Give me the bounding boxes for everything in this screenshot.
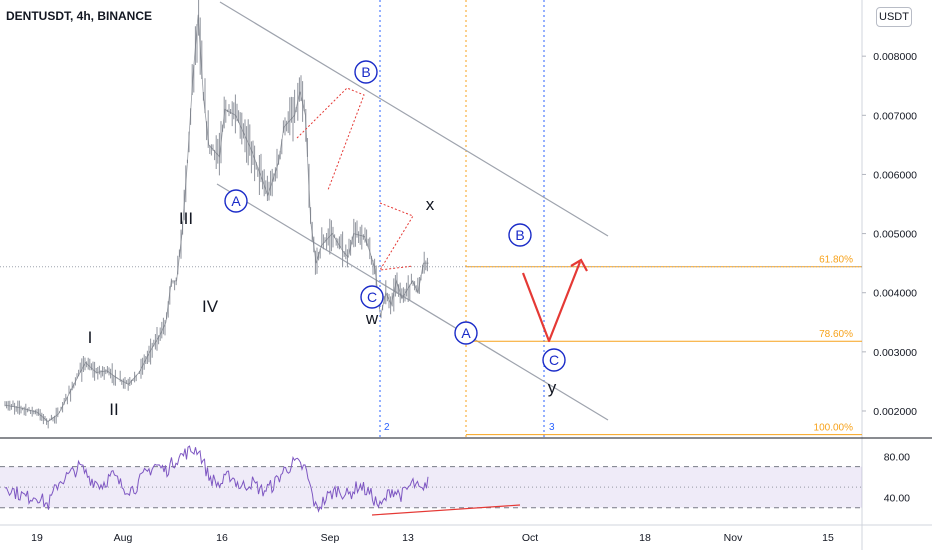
fib-level-label: 100.00% <box>814 423 854 434</box>
wave-label-IV: IV <box>202 297 219 316</box>
wave-circle-B-1 <box>354 60 378 84</box>
price-axis-tick-label: 0.005000 <box>873 229 917 241</box>
rsi-axis-tick-label: 40.00 <box>884 492 910 504</box>
time-axis-tick-label: Nov <box>724 532 743 544</box>
price-axis-tick-label: 0.007000 <box>873 110 917 122</box>
wave-label-y: y <box>548 378 557 397</box>
wave-circle-B-1-letter: B <box>361 64 370 80</box>
wave-circle-B-2-letter: B <box>515 227 524 243</box>
fib-level-label: 78.60% <box>819 329 853 340</box>
vertical-marker-label-2: 2 <box>384 422 390 433</box>
wave-circle-C-2 <box>542 348 566 372</box>
time-axis-tick-label: Oct <box>522 532 538 544</box>
wave-label-II: II <box>109 400 118 419</box>
price-axis-tick-label: 0.008000 <box>873 51 917 63</box>
time-axis-tick-label: Sep <box>321 532 340 544</box>
triangle-pattern-2 <box>379 202 414 271</box>
rsi-axis-tick-label: 80.00 <box>884 451 910 463</box>
wave-circle-A-1 <box>224 189 248 213</box>
rsi-line <box>4 445 429 513</box>
wave-circle-C-1 <box>360 285 384 309</box>
rsi-band <box>0 466 862 508</box>
currency-button[interactable]: USDT <box>876 7 912 27</box>
wave-circle-A-2 <box>454 321 478 345</box>
fib-level-label: 61.80% <box>819 255 853 266</box>
chart-title: DENTUSDT, 4h, BINANCE <box>6 9 153 23</box>
wave-circle-C-2-letter: C <box>549 352 559 368</box>
price-axis-tick-label: 0.004000 <box>873 288 917 300</box>
channel-lower-line <box>216 183 609 421</box>
rsi-divergence-line <box>371 504 521 516</box>
time-axis-tick-label: 16 <box>216 532 228 544</box>
wave-circle-A-1-letter: A <box>231 193 241 209</box>
time-axis-tick-label: 18 <box>639 532 651 544</box>
price-line <box>4 14 429 423</box>
projection-arrowhead <box>570 258 588 272</box>
price-axis-tick-label: 0.006000 <box>873 169 917 181</box>
channel-upper-line <box>219 1 609 237</box>
wave-circle-B-2 <box>508 223 532 247</box>
projection-zigzag <box>521 261 582 343</box>
price-axis-tick-label: 0.003000 <box>873 347 917 359</box>
time-axis-tick-label: 19 <box>31 532 43 544</box>
wave-circle-C-1-letter: C <box>367 289 377 305</box>
time-axis-tick-label: Aug <box>114 532 133 544</box>
price-axis-tick-label: 0.002000 <box>873 406 917 418</box>
time-axis-tick-label: 15 <box>822 532 834 544</box>
wave-label-w: w <box>365 309 379 328</box>
time-axis-tick-label: 13 <box>402 532 414 544</box>
wave-label-I: I <box>88 328 93 347</box>
wave-label-III: III <box>179 209 193 228</box>
wave-label-x: x <box>426 195 435 214</box>
wave-circle-A-2-letter: A <box>461 325 471 341</box>
vertical-marker-label-3: 3 <box>549 422 555 433</box>
